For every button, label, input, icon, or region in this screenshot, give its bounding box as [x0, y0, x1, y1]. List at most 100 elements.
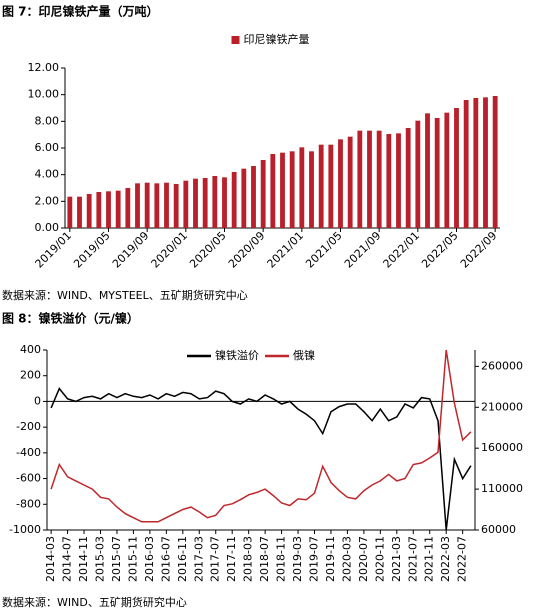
x-tick-label: 2014-07 [61, 536, 74, 582]
bar [386, 134, 392, 228]
bar [376, 130, 382, 228]
bar [357, 130, 363, 228]
bar [144, 182, 150, 228]
bar [231, 172, 237, 228]
x-tick-label: 2021/01 [265, 229, 307, 271]
x-tick-label: 2022-07 [456, 536, 469, 582]
bar [86, 194, 92, 228]
x-tick-label: 2022-03 [439, 536, 452, 582]
x-tick-label: 2020-07 [357, 536, 370, 582]
bar [135, 183, 140, 228]
x-tick-label: 2014-03 [44, 536, 57, 582]
x-tick-label: 2018-07 [258, 536, 271, 582]
bar [396, 133, 401, 228]
bar [280, 152, 285, 228]
x-tick-label: 2019-03 [291, 536, 304, 582]
y-tick-label: 0.00 [35, 221, 60, 234]
bar [212, 176, 218, 228]
y-tick-label: 200 [20, 369, 41, 382]
x-tick-label: 2020-03 [340, 536, 353, 582]
bar [347, 136, 353, 228]
x-tick-label: 2016-11 [176, 536, 189, 582]
y-tick-label: 6.00 [35, 141, 60, 154]
source-note: 数据来源：WIND、MYSTEEL、五矿期货研究中心 [2, 288, 248, 302]
y-tick-label: 400 [20, 343, 41, 356]
x-tick-label: 2014-11 [77, 536, 90, 582]
bar [251, 166, 256, 228]
x-tick-label: 2022/01 [381, 229, 423, 271]
bar [454, 108, 459, 228]
x-tick-label: 2017-11 [225, 536, 238, 582]
bar [289, 151, 295, 228]
x-tick-label: 2022/05 [419, 229, 461, 271]
x-tick-label: 2017-03 [192, 536, 205, 582]
bar [483, 97, 488, 228]
x-tick-label: 2019/05 [71, 229, 113, 271]
bar [222, 177, 227, 228]
source-note: 数据来源：WIND、五矿期货研究中心 [2, 595, 187, 609]
y-tick-label: 4.00 [35, 168, 60, 181]
bar [473, 98, 479, 228]
line-series [50, 387, 472, 531]
x-tick-label: 2019-11 [324, 536, 337, 582]
x-tick-label: 2021/09 [342, 229, 384, 271]
bar [444, 112, 450, 228]
x-tick-label: 2019/01 [33, 229, 75, 271]
y2-tick-label: 60000 [481, 523, 516, 536]
x-tick-label: 2016-03 [143, 536, 156, 582]
x-tick-label: 2015-03 [94, 536, 107, 582]
y-tick-label: 10.00 [28, 88, 60, 101]
bar [77, 196, 82, 228]
x-tick-label: 2016-07 [159, 536, 172, 582]
bar [260, 160, 266, 228]
y-tick-label: -400 [16, 446, 41, 459]
y-tick-label: 12.00 [28, 61, 60, 74]
bar [193, 178, 198, 228]
x-tick-label: 2021-07 [406, 536, 419, 582]
legend-swatch [231, 36, 240, 44]
y-tick-label: 0 [34, 394, 41, 407]
bar [96, 192, 102, 228]
x-tick-label: 2017-07 [209, 536, 222, 582]
bar [67, 196, 73, 228]
figure-title: 图 8：镍铁溢价（元/镍） [2, 311, 139, 326]
y2-tick-label: 210000 [481, 400, 523, 413]
x-tick-label: 2015-07 [110, 536, 123, 582]
bar [299, 147, 305, 228]
bar [338, 139, 343, 228]
y2-tick-label: 110000 [481, 482, 523, 495]
y-tick-label: -200 [16, 420, 41, 433]
bar [492, 96, 498, 228]
bar [405, 128, 411, 228]
x-tick-label: 2020/09 [226, 229, 268, 271]
y-tick-label: -600 [16, 472, 41, 485]
x-tick-label: 2019-07 [308, 536, 321, 582]
y-tick-label: 2.00 [35, 194, 60, 207]
x-tick-label: 2019/09 [110, 229, 152, 271]
bar [415, 120, 421, 228]
y-tick-label: -800 [16, 497, 41, 510]
bar [463, 100, 469, 228]
bar [154, 183, 160, 228]
x-tick-label: 2020-11 [373, 536, 386, 582]
x-tick-label: 2020/05 [187, 229, 229, 271]
bar [367, 130, 372, 228]
y2-tick-label: 160000 [481, 441, 523, 454]
bar [270, 154, 276, 228]
x-tick-label: 2022/09 [458, 229, 500, 271]
bar [434, 118, 440, 228]
bar [202, 178, 208, 228]
y2-tick-label: 260000 [481, 359, 523, 372]
bar [125, 188, 131, 228]
x-tick-label: 2015-11 [126, 536, 139, 582]
figure-title: 图 7：印尼镍铁产量（万吨） [2, 4, 159, 19]
y-tick-label: -1000 [9, 523, 41, 536]
y-tick-label: 8.00 [35, 114, 60, 127]
legend-label: 镍铁溢价 [215, 348, 259, 362]
x-tick-label: 2021-03 [390, 536, 403, 582]
x-tick-label: 2018-11 [275, 536, 288, 582]
bar [183, 180, 189, 228]
bar [241, 168, 247, 228]
bar [318, 144, 324, 228]
